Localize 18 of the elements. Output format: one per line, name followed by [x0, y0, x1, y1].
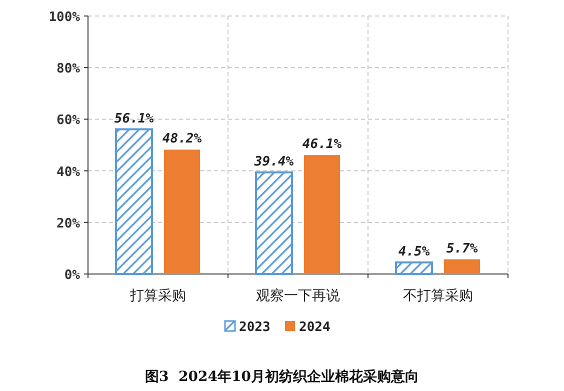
legend-label: 2023 [239, 320, 270, 335]
data-label: 39.4% [253, 154, 294, 170]
y-tick-label: 100% [48, 10, 80, 25]
data-label: 5.7% [446, 241, 478, 256]
data-label: 48.2% [162, 132, 202, 147]
y-tick-label: 80% [56, 62, 80, 77]
legend-label: 2024 [299, 320, 330, 335]
data-label: 46.1% [302, 137, 342, 152]
y-tick-label: 20% [56, 216, 80, 232]
data-label: 4.5% [398, 244, 430, 260]
x-tick-label: 观察一下再说 [256, 288, 340, 304]
text: 图3 2024年10月初纺织企业棉花采购意向 [145, 368, 419, 385]
y-tick-label: 60% [56, 113, 80, 128]
y-tick-label: 0% [64, 268, 80, 283]
y-tick-label: 40% [56, 164, 80, 180]
data-label: 56.1% [114, 111, 154, 126]
x-tick-label: 打算采购 [129, 288, 186, 304]
x-tick-label: 不打算采购 [403, 288, 473, 304]
